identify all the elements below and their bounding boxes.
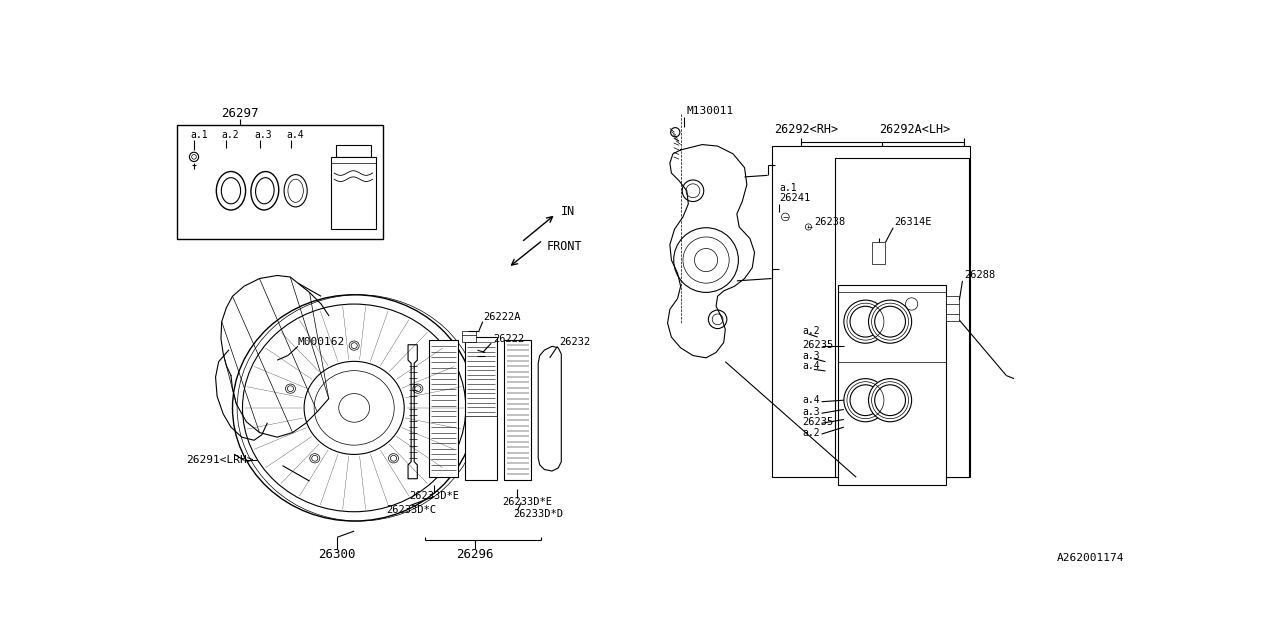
Text: 26232: 26232: [559, 337, 590, 348]
Text: a.3: a.3: [803, 407, 820, 417]
Text: a.2: a.2: [803, 326, 820, 336]
Text: M130011: M130011: [686, 106, 733, 116]
Text: a.2: a.2: [803, 428, 820, 438]
Text: a.3: a.3: [253, 129, 271, 140]
Text: 26233D*D: 26233D*D: [513, 509, 563, 519]
Text: a.4: a.4: [803, 395, 820, 405]
Text: 26238: 26238: [814, 216, 845, 227]
Text: 26241: 26241: [780, 193, 810, 204]
Bar: [946, 296, 960, 321]
Circle shape: [844, 300, 887, 343]
Text: 26235: 26235: [803, 417, 833, 427]
Text: a.1: a.1: [780, 184, 797, 193]
Text: 26292A<LH>: 26292A<LH>: [879, 123, 951, 136]
Text: 26233D*C: 26233D*C: [387, 504, 436, 515]
Bar: [429, 340, 458, 477]
Bar: [177, 125, 383, 239]
Text: 26222: 26222: [493, 333, 524, 344]
Bar: [504, 340, 531, 480]
Bar: [335, 145, 371, 157]
Text: 26233D*E: 26233D*E: [410, 492, 460, 502]
Text: M000162: M000162: [298, 337, 346, 348]
Text: 26292<RH>: 26292<RH>: [774, 123, 838, 136]
Bar: [332, 157, 376, 229]
Text: a.4: a.4: [803, 362, 820, 371]
Bar: [837, 285, 946, 485]
Bar: [462, 331, 476, 342]
Text: A262001174: A262001174: [1057, 553, 1124, 563]
Text: 26222A: 26222A: [484, 312, 521, 322]
Text: 26291<LRH>: 26291<LRH>: [187, 455, 253, 465]
Text: 26297: 26297: [221, 108, 259, 120]
Circle shape: [844, 379, 887, 422]
Bar: [465, 337, 498, 480]
Text: 26288: 26288: [964, 271, 996, 280]
Bar: [872, 243, 886, 264]
Text: 26314E: 26314E: [895, 216, 932, 227]
Bar: [772, 146, 970, 477]
Text: IN: IN: [561, 205, 575, 218]
Circle shape: [869, 379, 911, 422]
Text: a.3: a.3: [803, 351, 820, 360]
Bar: [835, 157, 969, 477]
Text: a.1: a.1: [191, 129, 207, 140]
Text: a.2: a.2: [221, 129, 238, 140]
Text: 26233D*E: 26233D*E: [502, 497, 552, 507]
Text: FRONT: FRONT: [547, 240, 582, 253]
Text: 26300: 26300: [319, 548, 356, 561]
Circle shape: [869, 300, 911, 343]
Text: 26296: 26296: [456, 548, 494, 561]
Text: 26235: 26235: [803, 340, 833, 349]
Text: a.4: a.4: [287, 129, 305, 140]
